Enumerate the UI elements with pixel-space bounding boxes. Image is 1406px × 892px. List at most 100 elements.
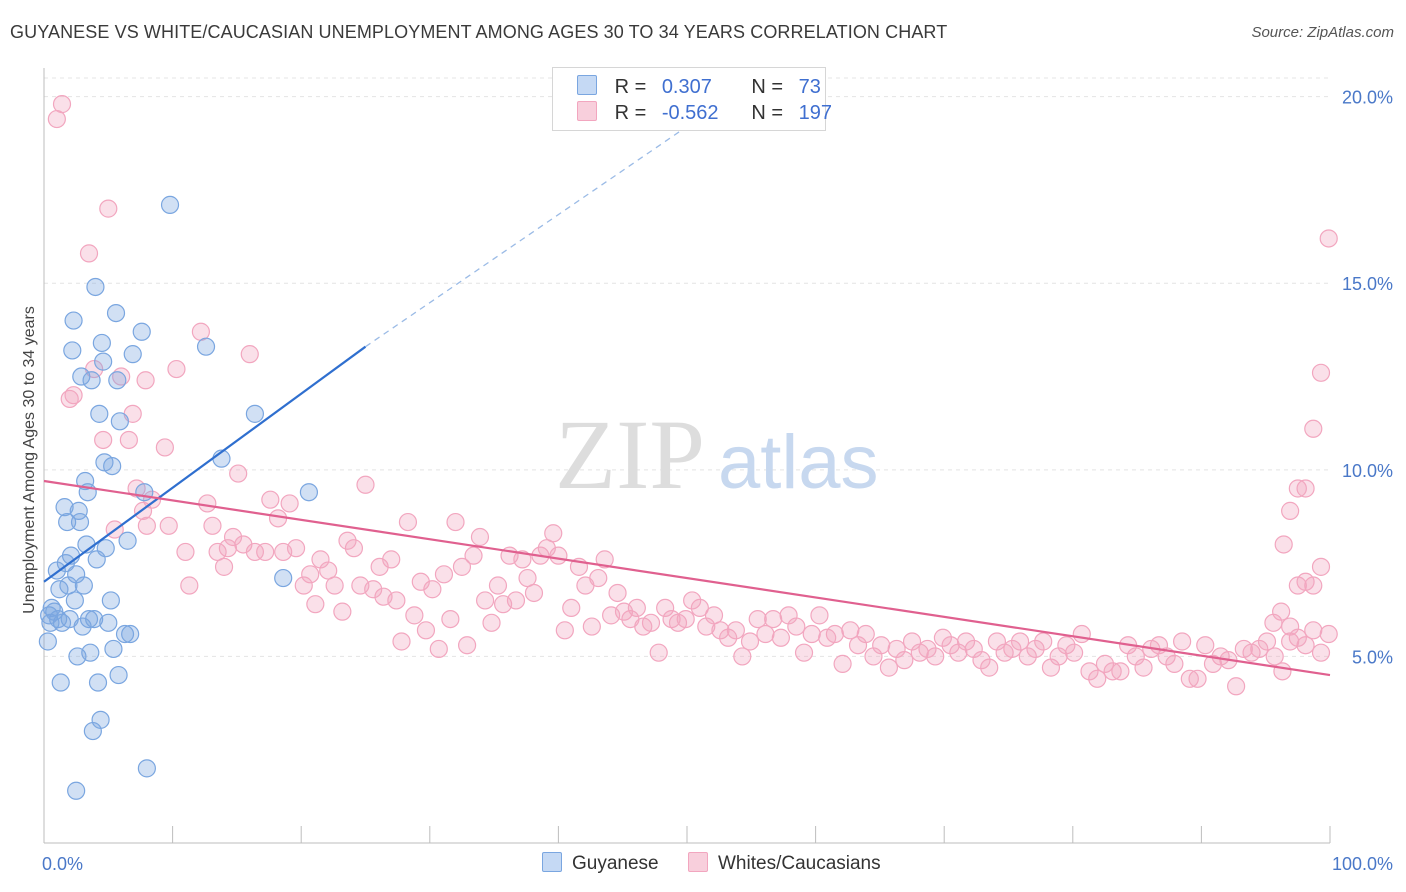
watermark-zip: ZIP: [555, 399, 705, 510]
point-guyanese: [96, 539, 115, 558]
point-whites: [719, 628, 738, 647]
point-whites: [344, 539, 364, 558]
point-whites: [941, 636, 960, 655]
point-whites: [446, 512, 465, 532]
y-tick-label: 20.0%: [1342, 88, 1393, 108]
point-whites: [119, 430, 138, 450]
point-whites: [240, 345, 259, 364]
point-guyanese: [274, 568, 293, 588]
point-whites: [972, 651, 991, 670]
point-whites: [794, 643, 814, 662]
point-whites: [1003, 639, 1022, 659]
bottom-legend-label: Whites/Caucasians: [718, 853, 881, 874]
point-guyanese: [65, 591, 84, 610]
legend-swatch-guyanese: [577, 75, 597, 95]
point-whites: [1319, 229, 1338, 248]
point-whites: [1273, 662, 1292, 681]
point-guyanese: [91, 710, 110, 729]
point-whites: [1173, 632, 1192, 651]
legend-n-label: N =: [751, 76, 784, 98]
point-whites: [833, 654, 852, 673]
point-guyanese: [90, 404, 109, 423]
point-guyanese: [132, 322, 151, 341]
point-whites: [1010, 632, 1030, 651]
point-whites: [748, 609, 767, 629]
point-whites: [926, 647, 945, 666]
point-whites: [423, 580, 442, 599]
trend-lines: [43, 125, 1331, 677]
point-guyanese: [137, 759, 156, 778]
point-whites: [513, 550, 532, 569]
legend-swatch-whites: [577, 101, 597, 121]
point-whites: [740, 632, 760, 651]
point-guyanese: [51, 673, 70, 692]
point-whites: [1311, 363, 1331, 382]
point-whites: [203, 516, 222, 535]
point-guyanese: [88, 673, 108, 692]
point-whites: [452, 557, 472, 576]
point-whites: [562, 598, 581, 618]
point-whites: [1272, 602, 1291, 621]
point-whites: [1134, 658, 1153, 677]
point-guyanese: [245, 404, 265, 423]
point-whites: [261, 490, 280, 509]
point-whites: [198, 494, 217, 513]
bottom-swatch-guyanese: [542, 852, 562, 872]
point-whites: [1203, 654, 1223, 673]
axes: [43, 68, 1331, 844]
point-whites: [1072, 624, 1091, 644]
trend-line-whites: [43, 479, 1331, 677]
point-whites: [482, 613, 501, 632]
point-whites: [1018, 647, 1037, 666]
point-whites: [167, 359, 186, 379]
correlation-legend: R = 0.307 N = 73 R = -0.562 N = 197: [552, 67, 832, 131]
point-whites: [1304, 576, 1323, 595]
point-whites: [356, 475, 375, 494]
point-whites: [325, 576, 344, 595]
point-guyanese: [104, 639, 123, 659]
series-whites-caucasians: [47, 95, 1338, 696]
point-whites: [1196, 636, 1215, 655]
point-guyanese: [115, 624, 135, 644]
point-whites: [555, 621, 574, 640]
point-whites: [841, 621, 860, 640]
legend-r-label: R =: [614, 76, 647, 98]
point-whites: [306, 595, 325, 614]
point-whites: [872, 636, 891, 655]
point-whites: [333, 602, 352, 621]
point-whites: [756, 624, 775, 644]
point-whites: [787, 617, 806, 636]
point-whites: [159, 516, 178, 535]
point-whites: [582, 617, 601, 636]
point-whites: [1311, 557, 1331, 576]
point-whites: [286, 539, 306, 558]
point-whites: [79, 244, 99, 263]
grid-lines: [44, 77, 1330, 657]
point-guyanese: [63, 341, 82, 360]
point-whites: [595, 550, 614, 569]
point-whites: [1057, 636, 1076, 655]
point-guyanese: [101, 591, 120, 610]
point-guyanese: [108, 371, 127, 390]
x-tick-label-min: 0.0%: [42, 854, 83, 874]
point-whites: [1227, 677, 1246, 696]
point-whites: [387, 591, 406, 610]
point-guyanese: [81, 643, 100, 662]
chart-title: GUYANESE VS WHITE/CAUCASIAN UNEMPLOYMENT…: [10, 22, 948, 42]
point-guyanese: [82, 371, 101, 390]
point-whites: [214, 557, 234, 576]
point-whites: [457, 636, 477, 655]
bottom-legend-whites: Whites/Caucasians: [688, 852, 881, 875]
point-whites: [1304, 419, 1323, 438]
point-whites: [64, 386, 83, 405]
point-whites: [764, 609, 783, 629]
legend-r-value: -0.562: [661, 102, 719, 124]
point-whites: [544, 524, 563, 543]
point-whites: [464, 546, 483, 565]
point-guyanese: [106, 303, 126, 323]
point-whites: [99, 199, 118, 218]
point-whites: [1311, 643, 1331, 662]
point-whites: [229, 464, 248, 483]
point-whites: [416, 621, 436, 640]
point-guyanese: [67, 781, 86, 800]
